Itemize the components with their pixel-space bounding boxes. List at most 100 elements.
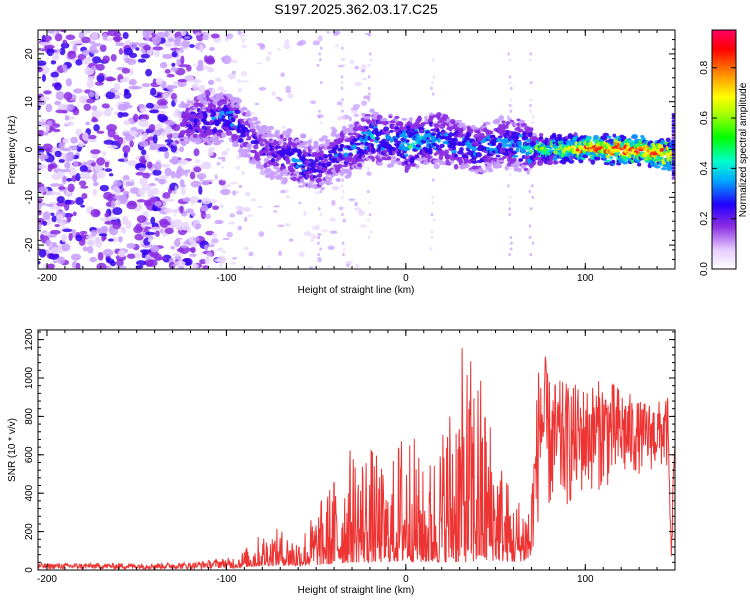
spectrogram-cell: [72, 43, 78, 53]
spectrogram-cell: [221, 115, 226, 119]
spectrogram-cell: [170, 67, 179, 72]
spectrogram-cell: [298, 201, 302, 205]
spectrogram-cell: [144, 221, 151, 226]
spectrogram-cell: [97, 252, 104, 261]
spectrogram-cell: [508, 103, 512, 108]
spectrogram-cell: [62, 110, 68, 114]
spectrogram-cell: [103, 139, 114, 145]
spectrogram-cell: [231, 103, 236, 108]
spectrogram-cell: [286, 133, 291, 139]
spectrogram-cell: [80, 204, 85, 208]
spectrogram-cell: [247, 214, 254, 218]
spectrogram-cell: [206, 67, 215, 73]
spectrogram-cell: [220, 166, 225, 169]
spectrogram-cell: [102, 248, 114, 257]
spectrogram-cell: [250, 198, 257, 202]
spectrogram-cell: [671, 156, 675, 160]
spectrogram-cell: [319, 247, 322, 251]
spectrogram-cell: [368, 201, 371, 205]
spectrogram-cell: [590, 159, 596, 165]
spectrogram-cell: [225, 130, 233, 136]
spectrogram-cell: [142, 172, 150, 179]
spectrogram-cell: [207, 179, 214, 182]
spectrogram-cell: [283, 141, 287, 146]
y-tick-label: 1200: [24, 328, 35, 351]
spectrogram-cell: [48, 252, 59, 260]
spectrogram-cell: [275, 145, 282, 149]
spectrogram-cell: [369, 108, 375, 113]
colorbar-ticks: 0.0 0.2 0.4 0.6 0.8: [699, 60, 736, 276]
y-tick-label: 0: [24, 567, 35, 573]
spectrogram-cell: [430, 86, 433, 90]
spectrogram-cell: [199, 258, 207, 265]
spectrogram-cell: [510, 86, 513, 90]
spectrogram-cell: [391, 150, 396, 156]
spectrogram-cell: [340, 75, 344, 79]
spectrogram-cell: [155, 77, 163, 86]
spectrogram-cell: [57, 256, 66, 265]
spectrogram-cell: [193, 148, 200, 157]
spectrogram-cell: [369, 138, 375, 143]
spectrogram-cell: [348, 116, 352, 122]
spectrogram-cell: [256, 160, 262, 166]
spectrogram-cell: [195, 32, 201, 36]
spectrogram-cell: [211, 111, 217, 116]
spectrogram-cell: [138, 187, 146, 197]
spectrogram-cell: [257, 205, 264, 208]
spectrogram-cell: [175, 237, 183, 241]
spectrogram-cell: [182, 136, 188, 140]
spectrogram-cell: [164, 150, 170, 159]
spectrogram-cell: [191, 79, 202, 84]
spectrogram-cell: [270, 134, 276, 138]
spectrogram-cell: [340, 86, 344, 90]
spectrogram-cell: [237, 30, 242, 36]
spectrogram-cell: [215, 136, 219, 142]
spectrogram-cell: [282, 137, 287, 142]
spectrogram-cell: [106, 256, 111, 263]
spectrogram-cell: [205, 213, 212, 220]
spectrogram-cell: [249, 126, 256, 130]
spectrogram-cell: [341, 178, 344, 182]
spectrogram-cell: [221, 131, 226, 138]
spectrogram-cell: [91, 110, 103, 118]
spectrogram-cell: [66, 213, 72, 223]
y-tick-label: 20: [24, 48, 35, 60]
spectrogram-cell: [201, 161, 212, 170]
spectrogram-cell: [280, 72, 285, 77]
spectrogram-cell: [233, 143, 240, 147]
spectrogram-cell: [331, 128, 338, 134]
spectrogram-cell: [68, 166, 77, 176]
spectrogram-cell: [394, 115, 400, 119]
spectrogram-cell: [54, 223, 61, 228]
spectrogram-cell: [281, 165, 287, 170]
spectrogram-cell: [267, 51, 272, 56]
spectrogram-cell: [170, 209, 181, 214]
spectrogram-cell: [128, 67, 134, 76]
spectrogram-cell: [327, 181, 333, 185]
spectrogram-cell: [221, 55, 232, 65]
spectrogram-cell: [47, 30, 55, 34]
spectrogram-cell: [38, 60, 47, 66]
spectrogram-cell: [173, 81, 178, 85]
spectrogram-cell: [388, 115, 393, 119]
spectrogram-cell: [529, 150, 534, 153]
spectrogram-cell: [93, 181, 99, 187]
spectrogram-cell: [375, 136, 380, 141]
spectrogram-cell: [154, 177, 160, 182]
spectrogram-cell: [246, 129, 251, 133]
spectrogram-cell: [164, 120, 176, 126]
spectrogram-cell: [202, 65, 209, 70]
spectrogram-cell: [166, 198, 175, 202]
spectrogram-cell: [217, 77, 222, 83]
spectrogram-cell: [341, 109, 344, 113]
spectrogram-cell: [92, 56, 102, 64]
spectrogram-cell: [149, 109, 159, 114]
spectrogram-cell: [117, 136, 124, 145]
spectrogram-cell: [79, 230, 88, 235]
spectrogram-cell: [172, 252, 182, 257]
spectrogram-cell: [603, 161, 610, 166]
spectrogram-cell: [319, 46, 323, 50]
spectrogram-cell: [317, 257, 322, 263]
spectrogram-cell: [508, 58, 512, 62]
spectrogram-cell: [291, 176, 298, 182]
